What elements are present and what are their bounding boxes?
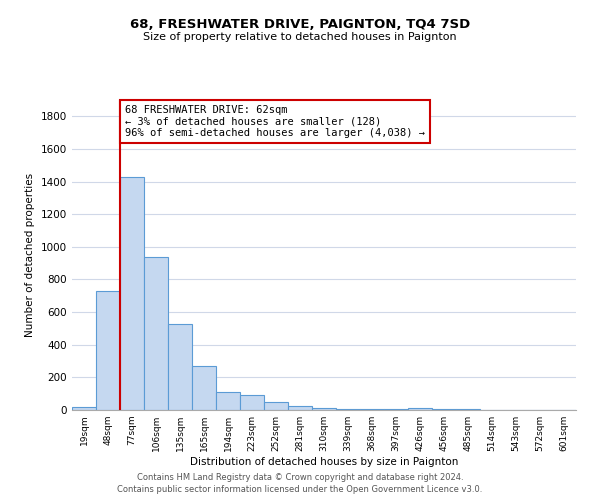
Bar	[456, 409, 480, 410]
Bar	[432, 409, 456, 410]
Bar	[216, 392, 240, 410]
Bar	[384, 409, 408, 410]
Text: 68 FRESHWATER DRIVE: 62sqm
← 3% of detached houses are smaller (128)
96% of semi: 68 FRESHWATER DRIVE: 62sqm ← 3% of detac…	[125, 105, 425, 138]
Text: Size of property relative to detached houses in Paignton: Size of property relative to detached ho…	[143, 32, 457, 42]
X-axis label: Distribution of detached houses by size in Paignton: Distribution of detached houses by size …	[190, 457, 458, 467]
Bar	[96, 291, 120, 410]
Text: Contains public sector information licensed under the Open Government Licence v3: Contains public sector information licen…	[118, 485, 482, 494]
Bar	[72, 406, 96, 410]
Bar	[144, 256, 168, 410]
Bar	[240, 394, 264, 410]
Bar	[336, 409, 360, 410]
Bar	[288, 406, 312, 410]
Bar	[264, 402, 288, 410]
Text: Contains HM Land Registry data © Crown copyright and database right 2024.: Contains HM Land Registry data © Crown c…	[137, 472, 463, 482]
Bar	[360, 409, 384, 410]
Bar	[192, 366, 216, 410]
Bar	[408, 408, 432, 410]
Text: 68, FRESHWATER DRIVE, PAIGNTON, TQ4 7SD: 68, FRESHWATER DRIVE, PAIGNTON, TQ4 7SD	[130, 18, 470, 30]
Bar	[312, 408, 336, 410]
Bar	[168, 324, 192, 410]
Y-axis label: Number of detached properties: Number of detached properties	[25, 173, 35, 337]
Bar	[120, 176, 144, 410]
